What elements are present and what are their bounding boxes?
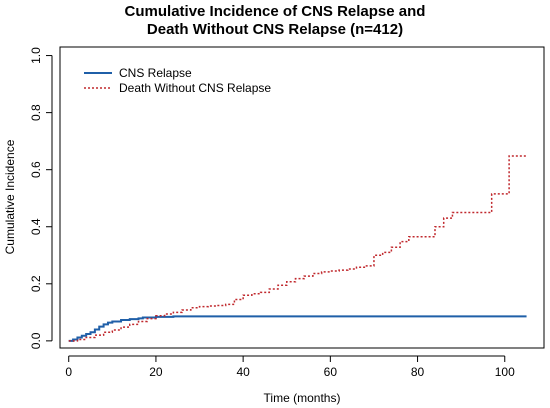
y-axis-label: Cumulative Incidence [3,139,17,254]
legend-label-death-without-cns-relapse: Death Without CNS Relapse [119,81,271,95]
y-tick-label: 0.6 [29,161,43,178]
plot-frame [59,46,545,349]
legend-label-cns-relapse: CNS Relapse [119,66,192,80]
legend: CNS Relapse Death Without CNS Relapse [84,66,271,95]
y-tick-label: 1.0 [29,47,43,64]
y-tick-label: 0.2 [29,275,43,292]
x-tick-label: 40 [236,365,250,379]
chart-title-line-2: Death Without CNS Relapse (n=412) [146,21,404,38]
y-axis: 0.0 0.2 0.4 0.6 0.8 1.0 [29,47,53,349]
chart-title-line-1: Cumulative Incidence of CNS Relapse and [124,3,426,20]
y-tick-label: 0.4 [29,218,43,235]
y-tick-label: 0.8 [29,104,43,121]
series-line-cns-relapse [68,315,527,342]
x-tick-label: 20 [149,365,163,379]
x-tick-label: 100 [495,365,515,379]
x-axis-label: Time (months) [264,391,341,405]
x-tick-label: 80 [411,365,425,379]
x-tick-label: 0 [65,365,72,379]
series-layer [68,155,527,342]
y-tick-label: 0.0 [29,332,43,349]
series-line-death-without-cns-relapse [68,155,527,342]
x-axis: 0 20 40 60 80 100 [65,355,515,379]
x-tick-label: 60 [324,365,338,379]
